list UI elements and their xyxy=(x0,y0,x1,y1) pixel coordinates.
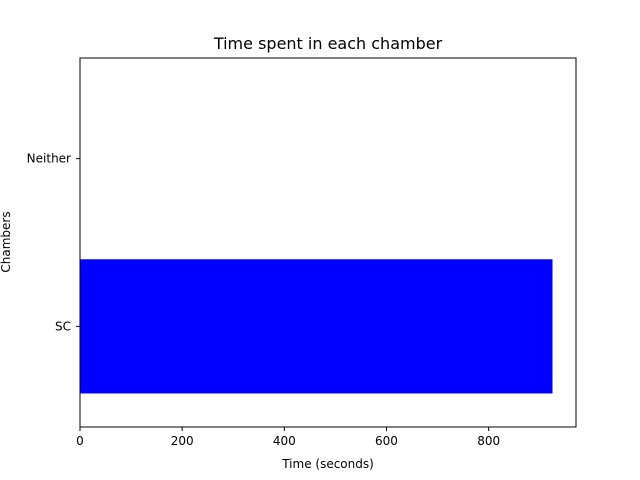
plot-frame xyxy=(79,57,577,428)
x-axis-ticks: 0 200 400 600 800 xyxy=(76,427,500,448)
bars-group xyxy=(80,259,553,394)
bar-sc xyxy=(80,259,553,394)
y-tick-label: SC xyxy=(55,319,71,333)
x-tick-label: 0 xyxy=(76,434,84,448)
y-tick-label: Neither xyxy=(27,152,71,166)
chart-title: Time spent in each chamber xyxy=(213,34,443,53)
y-axis-ticks: SC Neither xyxy=(27,152,80,333)
x-axis-label: Time (seconds) xyxy=(281,457,374,471)
y-axis-label: Chambers xyxy=(0,211,13,272)
x-tick-label: 400 xyxy=(273,434,296,448)
x-tick-label: 600 xyxy=(375,434,398,448)
x-tick-label: 200 xyxy=(171,434,194,448)
x-tick-label: 800 xyxy=(477,434,500,448)
